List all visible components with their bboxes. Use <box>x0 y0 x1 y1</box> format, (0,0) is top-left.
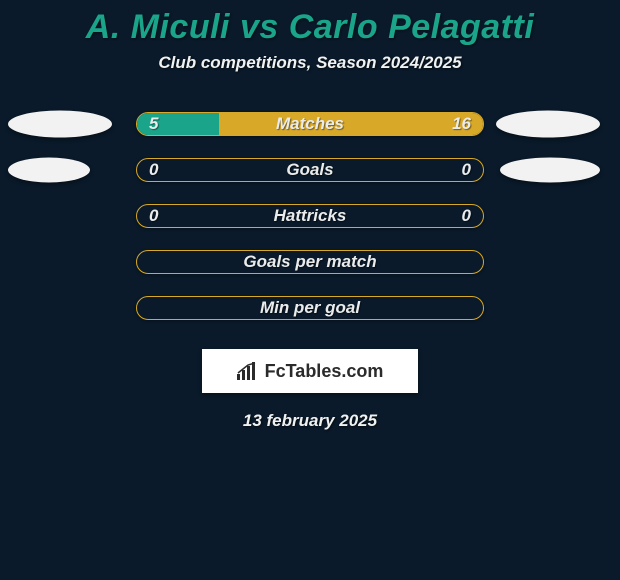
stat-value-right: 0 <box>462 160 471 180</box>
stat-row: Goals 0 0 <box>0 147 620 193</box>
stat-label: Hattricks <box>274 206 347 226</box>
stat-label: Goals per match <box>243 252 376 272</box>
player-oval-left <box>8 111 112 138</box>
stat-row: Min per goal <box>0 285 620 331</box>
stat-label: Matches <box>276 114 344 134</box>
logo-text: FcTables.com <box>265 361 384 382</box>
stat-label: Min per goal <box>260 298 360 318</box>
stat-value-left: 5 <box>149 114 158 134</box>
stat-value-right: 0 <box>462 206 471 226</box>
stat-bar: Hattricks 0 0 <box>136 204 484 228</box>
bars-icon <box>237 362 259 380</box>
player-oval-left <box>8 158 90 183</box>
comparison-subtitle: Club competitions, Season 2024/2025 <box>0 53 620 73</box>
stat-bar: Min per goal <box>136 296 484 320</box>
bar-fill-right <box>219 113 483 135</box>
logo-box: FcTables.com <box>202 349 418 393</box>
stat-bar: Goals per match <box>136 250 484 274</box>
player-oval-right <box>496 111 600 138</box>
comparison-date: 13 february 2025 <box>0 411 620 431</box>
stat-row: Hattricks 0 0 <box>0 193 620 239</box>
stat-label: Goals <box>286 160 333 180</box>
player-oval-right <box>500 158 600 183</box>
stat-value-left: 0 <box>149 160 158 180</box>
stats-container: Matches 5 16 Goals 0 0 Hattricks 0 0 Goals per ma… <box>0 101 620 331</box>
stat-value-left: 0 <box>149 206 158 226</box>
stat-bar: Goals 0 0 <box>136 158 484 182</box>
stat-bar: Matches 5 16 <box>136 112 484 136</box>
comparison-title: A. Miculi vs Carlo Pelagatti <box>0 0 620 47</box>
stat-row: Matches 5 16 <box>0 101 620 147</box>
logo: FcTables.com <box>237 361 384 382</box>
stat-value-right: 16 <box>452 114 471 134</box>
stat-row: Goals per match <box>0 239 620 285</box>
